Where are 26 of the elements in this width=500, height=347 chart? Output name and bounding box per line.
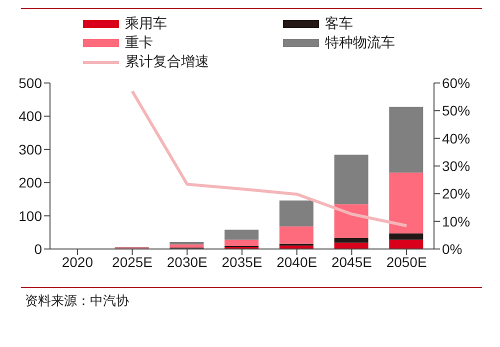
x-tick-label: 2050E xyxy=(386,254,427,270)
x-tick-label: 2030E xyxy=(166,254,208,270)
y-tick-label: 400 xyxy=(18,108,42,124)
y-tick-label: 300 xyxy=(18,141,42,158)
y2-tick-label: 20% xyxy=(442,186,470,202)
x-tick-label: 2020 xyxy=(62,254,94,270)
x-tick-label: 2040E xyxy=(276,254,318,270)
legend-label: 客车 xyxy=(325,15,353,33)
y2-tick-label: 60% xyxy=(442,74,470,91)
y2-tick-label: 10% xyxy=(442,213,470,230)
y2-tick-label: 40% xyxy=(442,130,470,146)
legend-label: 累计复合增速 xyxy=(125,53,209,71)
x-tick-label: 2045E xyxy=(331,254,372,270)
y-tick-label: 200 xyxy=(18,174,42,191)
x-tick-label: 2035E xyxy=(222,254,262,270)
legend-label: 乘用车 xyxy=(125,15,167,33)
y2-tick-label: 30% xyxy=(442,158,470,174)
legend-label: 重卡 xyxy=(125,34,153,52)
y-tick-label: 100 xyxy=(18,208,42,224)
y2-tick-label: 50% xyxy=(442,102,470,119)
text: 资料来源：中汽协 xyxy=(24,292,130,310)
y-tick-label: 0 xyxy=(34,240,42,257)
legend-label: 特种物流车 xyxy=(325,34,395,52)
y-tick-label: 500 xyxy=(18,74,42,91)
x-tick-label: 2025E xyxy=(112,254,153,270)
y2-tick-label: 0% xyxy=(442,240,462,257)
